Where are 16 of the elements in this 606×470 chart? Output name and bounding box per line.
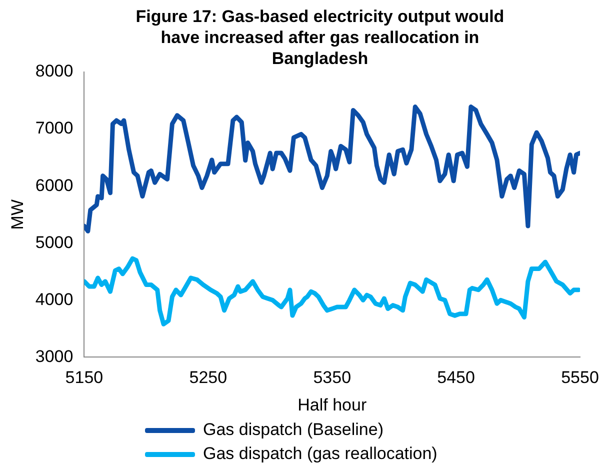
x-tick-label: 5150 [65, 368, 104, 388]
legend-label: Gas dispatch (gas reallocation) [203, 444, 438, 464]
y-axis-title: MW [8, 199, 27, 230]
x-axis-title: Half hour [298, 395, 367, 414]
y-tick-label: 5000 [35, 232, 74, 252]
x-tick-label: 5550 [561, 368, 599, 388]
y-tick-label: 3000 [35, 346, 74, 366]
x-tick-label: 5350 [313, 368, 352, 388]
y-tick-label: 7000 [35, 118, 74, 138]
y-tick-label: 4000 [35, 290, 74, 309]
x-tick-label: 5250 [189, 368, 228, 388]
y-tick-label: 8000 [35, 62, 74, 81]
y-tick-label: 6000 [35, 176, 74, 195]
legend-label: Gas dispatch (Baseline) [203, 420, 384, 440]
x-tick-label: 5450 [437, 368, 475, 388]
chart-title: Figure 17: Gas-based electricity output would have increased after gas reallocation in Bangladesh [134, 6, 506, 69]
